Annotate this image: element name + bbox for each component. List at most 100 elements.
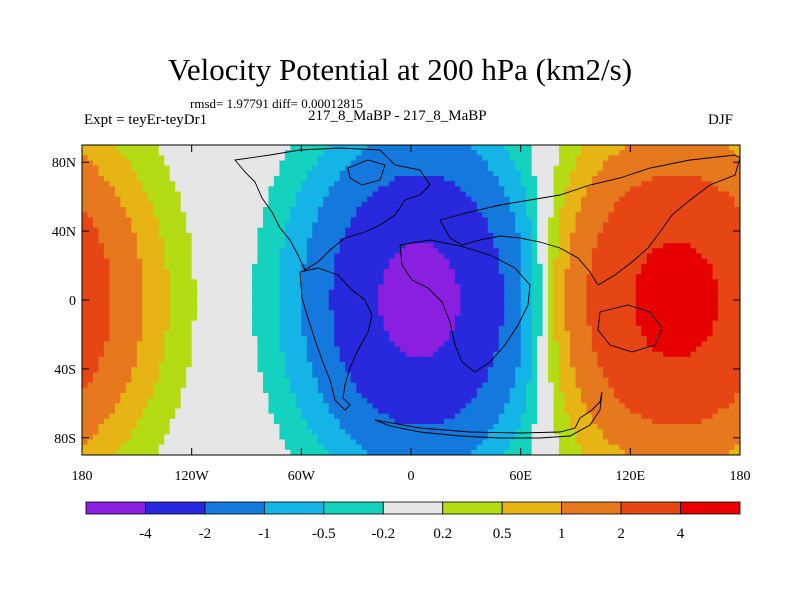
field-cell [493,274,500,280]
field-cell [147,279,154,286]
field-cell [476,181,483,187]
field-cell [476,351,483,358]
field-cell [443,191,450,198]
field-cell [257,222,264,229]
field-cell [339,294,346,301]
field-cell [125,310,132,317]
field-cell [548,248,555,255]
field-cell [279,279,286,286]
field-cell [268,274,275,280]
field-cell [432,320,440,327]
field-cell [432,284,440,291]
field-cell [383,289,390,296]
field-cell [389,191,396,198]
field-cell [679,315,686,322]
field-cell [317,263,324,270]
field-cell [729,207,736,213]
field-cell [389,212,396,218]
field-cell [312,331,319,337]
field-cell [219,331,226,337]
field-cell [114,176,121,182]
field-cell [273,145,280,151]
field-cell [114,336,121,342]
field-cell [125,160,132,167]
field-cell [125,284,132,291]
field-cell [493,284,500,291]
field-cell [696,160,703,167]
field-cell [317,294,324,301]
field-cell [580,207,588,213]
field-cell [416,258,423,265]
field-cell [273,325,280,332]
field-cell [334,222,341,229]
field-cell [465,181,472,187]
field-cell [520,248,527,255]
field-cell [591,284,599,291]
field-cell [520,315,527,322]
field-cell [394,165,401,172]
field-cell [136,238,143,244]
field-cell [125,207,132,213]
field-cell [520,269,527,275]
field-cell [553,186,560,193]
experiment-label: Expt = teyEr-teyDr1 [84,112,208,128]
field-cell [323,289,330,296]
field-cell [230,356,237,363]
field-cell [504,170,511,177]
field-cell [668,238,675,244]
field-cell [257,336,264,342]
field-cell [125,212,132,218]
field-cell [635,222,642,229]
field-cell [306,196,313,203]
field-cell [652,284,659,291]
field-cell [345,248,352,255]
field-cell [197,305,204,311]
field-cell [537,160,544,167]
field-cell [164,274,171,280]
field-cell [690,150,697,156]
field-cell [597,320,604,327]
field-cell [219,170,226,177]
field-cell [306,176,313,182]
field-cell [378,336,385,342]
field-cell [136,346,143,353]
field-cell [635,232,642,239]
field-cell [246,294,253,301]
field-cell [482,217,489,224]
field-cell [312,176,319,182]
field-cell [262,300,270,306]
field-cell [674,207,681,213]
field-cell [515,243,522,249]
field-cell [723,310,730,317]
field-cell [290,181,297,187]
field-cell [427,336,434,342]
field-cell [498,222,505,229]
field-cell [334,269,341,275]
field-cell [356,346,363,353]
field-cell [652,170,659,177]
field-cell [251,165,259,172]
field-cell [208,243,215,249]
field-cell [180,289,187,296]
field-cell [164,315,171,322]
field-cell [153,165,160,172]
field-cell [114,248,121,255]
field-cell [613,346,620,353]
field-cell [158,212,165,218]
field-cell [301,207,308,213]
field-cell [367,274,374,280]
field-cell [729,284,736,291]
field-cell [147,356,154,363]
field-cell [712,186,719,193]
field-cell [421,356,429,363]
field-cell [131,305,138,311]
field-cell [312,145,319,151]
field-cell [158,263,165,270]
field-cell [120,346,127,353]
field-cell [262,284,270,291]
field-cell [570,160,577,167]
field-cell [696,346,703,353]
field-cell [630,279,637,286]
field-cell [526,310,533,317]
field-cell [197,320,204,327]
